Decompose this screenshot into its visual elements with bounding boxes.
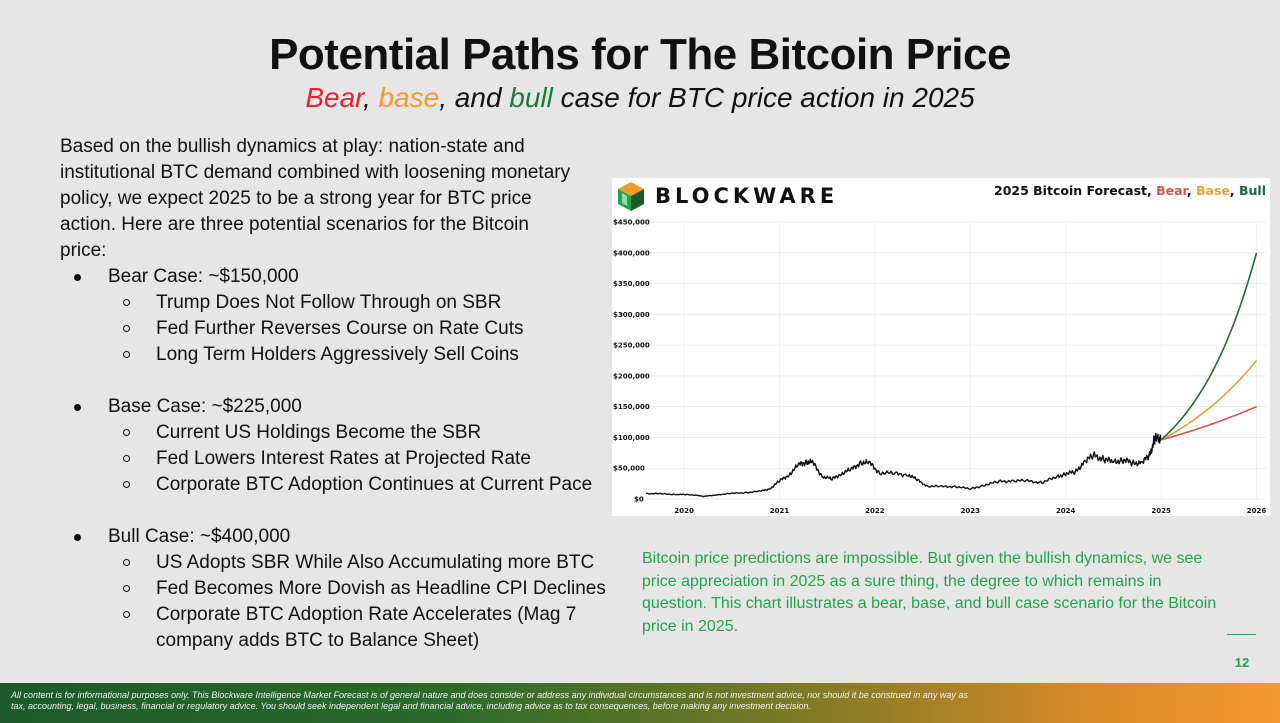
intro-paragraph: Based on the bullish dynamics at play: n… <box>60 136 571 261</box>
bull-case: Bull Case: ~$400,000 US Adopts SBR While… <box>60 524 620 654</box>
case-point-text: Corporate BTC Adoption Rate Accelerates … <box>156 604 577 651</box>
accent-rule <box>1227 634 1256 635</box>
case-point: Fed Lowers Interest Rates at Projected R… <box>60 446 620 472</box>
blockware-cube-icon <box>618 182 644 211</box>
x-tick-label: 2025 <box>1151 507 1171 515</box>
bullet-icon <box>74 404 81 411</box>
bear-case: Bear Case: ~$150,000 Trump Does Not Foll… <box>60 264 620 368</box>
y-tick-label: $400,000 <box>613 249 650 257</box>
disclaimer: All content is for informational purpose… <box>11 690 968 711</box>
case-heading: Bear Case: ~$150,000 <box>60 264 620 290</box>
case-point: US Adopts SBR While Also Accumulating mo… <box>60 550 620 576</box>
base-case: Base Case: ~$225,000 Current US Holdings… <box>60 394 620 498</box>
x-tick-label: 2023 <box>961 507 981 515</box>
x-tick-label: 2026 <box>1247 507 1267 515</box>
case-point-text: US Adopts SBR While Also Accumulating mo… <box>156 552 595 573</box>
x-tick-label: 2020 <box>674 507 694 515</box>
y-tick-label: $300,000 <box>613 311 650 319</box>
ring-bullet-icon <box>123 325 130 332</box>
ring-bullet-icon <box>123 299 130 306</box>
grid-layer <box>646 221 1266 500</box>
ring-bullet-icon <box>123 455 130 462</box>
tick-layer: $0 $50,000 $100,000 $150,000 $200,000 $250,00… <box>613 219 1266 516</box>
forecast-chart: BLOCKWARE 2025 Bitcoin Forecast, Bear, B… <box>612 178 1270 516</box>
bullet-icon <box>74 534 81 541</box>
slide-title: Potential Paths for The Bitcoin Price <box>269 30 1011 79</box>
forecast-line-bull <box>1160 252 1258 441</box>
forecast-line-bear <box>1160 405 1257 441</box>
x-tick-label: 2021 <box>770 507 790 515</box>
x-tick-label: 2022 <box>865 507 885 515</box>
y-tick-label: $200,000 <box>613 372 650 380</box>
footer-bar: All content is for informational purpose… <box>0 683 1280 723</box>
case-point: Trump Does Not Follow Through on SBR <box>60 290 620 316</box>
case-point-text: Fed Lowers Interest Rates at Projected R… <box>156 448 531 469</box>
subtitle-sep-1: , <box>362 82 379 113</box>
y-tick-label: $250,000 <box>613 342 650 350</box>
subtitle-sep-2: , and <box>439 82 510 113</box>
case-point: Long Term Holders Aggressively Sell Coin… <box>60 342 620 368</box>
case-point-text: Corporate BTC Adoption Continues at Curr… <box>156 474 593 495</box>
y-tick-label: $100,000 <box>613 434 650 442</box>
case-point-text: Long Term Holders Aggressively Sell Coin… <box>156 344 519 365</box>
case-point: Corporate BTC Adoption Rate Accelerates … <box>60 602 596 654</box>
case-point-text: Current US Holdings Become the SBR <box>156 422 482 443</box>
y-tick-label: $150,000 <box>613 403 650 411</box>
brand-wordmark: BLOCKWARE <box>655 184 838 208</box>
ring-bullet-icon <box>123 559 130 566</box>
case-label: Base Case: ~$225,000 <box>108 396 302 417</box>
chart-title: 2025 Bitcoin Forecast, Bear, Base, Bull <box>994 183 1266 198</box>
subtitle-bull: bull <box>509 82 553 113</box>
chart-svg: BLOCKWARE 2025 Bitcoin Forecast, Bear, B… <box>613 182 1266 516</box>
case-point: Corporate BTC Adoption Continues at Curr… <box>60 472 620 498</box>
y-tick-label: $350,000 <box>613 280 650 288</box>
case-label: Bull Case: ~$400,000 <box>108 526 291 547</box>
subtitle-base: base <box>378 82 440 113</box>
x-tick-label: 2024 <box>1056 507 1076 515</box>
ring-bullet-icon <box>123 351 130 358</box>
case-point-text: Trump Does Not Follow Through on SBR <box>156 292 502 313</box>
ring-bullet-icon <box>123 429 130 436</box>
bullet-icon <box>74 274 81 281</box>
case-point-text: Fed Further Reverses Course on Rate Cuts <box>156 318 524 339</box>
case-heading: Base Case: ~$225,000 <box>60 394 620 420</box>
ring-bullet-icon <box>123 481 130 488</box>
ring-bullet-icon <box>123 611 130 618</box>
page-number: 12 <box>1234 655 1250 670</box>
subtitle-bear: Bear <box>305 82 363 113</box>
case-heading: Bull Case: ~$400,000 <box>60 524 620 550</box>
case-point-text: Fed Becomes More Dovish as Headline CPI … <box>156 578 606 599</box>
y-tick-label: $450,000 <box>613 219 650 227</box>
ring-bullet-icon <box>123 585 130 592</box>
btc-price-history-line <box>645 432 1162 498</box>
forecast-line-base <box>1160 359 1258 441</box>
case-point: Fed Becomes More Dovish as Headline CPI … <box>60 576 620 602</box>
case-point: Current US Holdings Become the SBR <box>60 420 620 446</box>
case-label: Bear Case: ~$150,000 <box>108 266 299 287</box>
series-layer <box>645 252 1258 498</box>
slide-subtitle: Bear, base, and bull case for BTC price … <box>0 82 1280 114</box>
case-point: Fed Further Reverses Course on Rate Cuts <box>60 316 620 342</box>
y-tick-label: $50,000 <box>613 465 645 473</box>
subtitle-rest: case for BTC price action in 2025 <box>552 82 975 113</box>
y-tick-label: $0 <box>634 496 644 504</box>
chart-commentary: Bitcoin price predictions are impossible… <box>642 550 1217 635</box>
